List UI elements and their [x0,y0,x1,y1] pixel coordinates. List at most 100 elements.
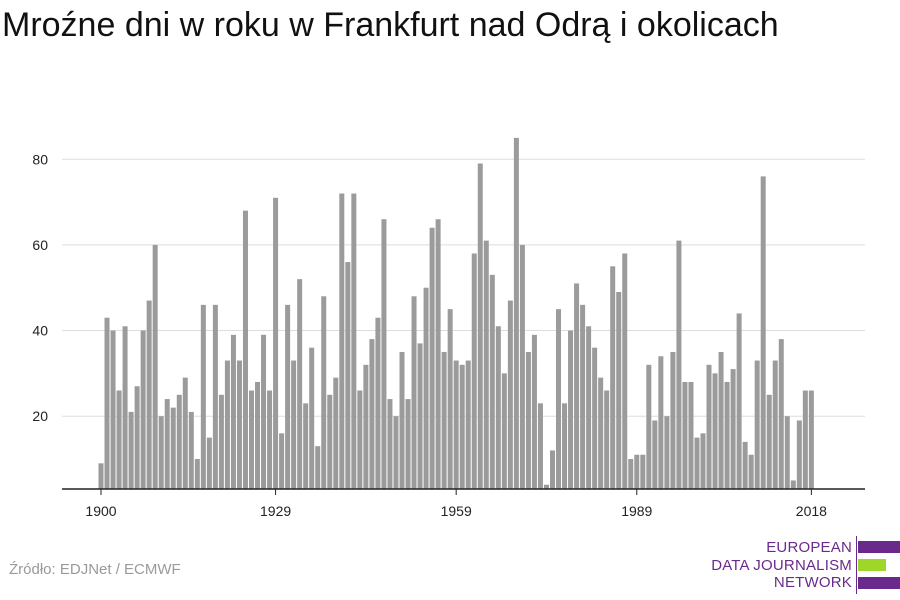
logo-bar-bottom [858,577,900,589]
bar-2003 [718,351,724,489]
bar-1931 [285,304,291,489]
bar-1948 [387,399,393,489]
bar-2000 [700,433,706,489]
bar-1974 [543,484,549,489]
y-tick-label-20: 20 [32,408,48,424]
bar-2016 [796,420,802,489]
bar-2017 [802,390,808,489]
bar-1951 [405,399,411,489]
bar-2002 [712,373,718,489]
bar-1926 [255,381,261,489]
bar-1987 [622,253,628,489]
bar-1962 [471,253,477,489]
bar-1949 [393,416,399,489]
bar-2009 [754,360,760,489]
x-axis-ticks: 1900 1929 1959 1989 2018 [85,489,827,519]
bar-1977 [562,403,568,489]
bar-1944 [363,364,369,489]
bar-1969 [513,137,519,489]
bar-1922 [230,334,236,489]
chart-title: Mroźne dni w roku w Frankfurt nad Odrą i… [2,6,779,44]
bar-2015 [790,480,796,489]
bar-1932 [291,360,297,489]
bar-1968 [507,300,513,489]
bar-1966 [495,326,501,489]
bar-1981 [586,326,592,489]
bar-1954 [423,287,429,489]
bar-2006 [736,313,742,489]
bar-1924 [242,210,248,489]
bars [98,137,814,490]
bar-1995 [670,351,676,489]
bar-1976 [556,309,562,489]
bar-1942 [351,193,357,489]
bar-1925 [249,390,254,489]
bar-1999 [694,437,700,489]
y-tick-label-80: 80 [32,151,48,167]
bar-1936 [315,446,321,489]
bar-1911 [164,399,170,489]
bar-1956 [435,219,441,489]
x-tick-label-1989: 1989 [621,503,652,519]
bar-1939 [333,377,339,489]
source-note: Źródło: EDJNet / ECMWF [9,561,181,578]
bar-1965 [489,274,495,489]
bar-1928 [267,390,273,489]
bar-1921 [224,360,230,489]
bar-1957 [441,351,447,489]
bar-1914 [182,377,188,489]
bar-1998 [688,381,694,489]
bar-1930 [279,433,285,489]
bar-1908 [146,300,152,489]
bar-1975 [550,450,555,489]
logo-bar-middle [858,559,886,571]
bar-1989 [634,454,640,489]
bar-1973 [537,403,543,489]
y-axis-ticks: 20 40 60 80 [32,151,48,424]
bar-1988 [628,459,634,489]
bar-2008 [748,454,754,489]
bar-2011 [766,394,772,489]
bar-1941 [345,262,351,489]
bar-2013 [778,339,784,489]
bar-1979 [574,283,580,489]
logo-separator [856,536,857,594]
bar-1946 [375,317,381,489]
bar-1970 [519,244,525,489]
bar-1940 [339,193,345,489]
bar-1993 [658,356,664,489]
bar-1927 [261,334,267,489]
bar-1990 [640,454,646,489]
bar-1980 [580,304,586,489]
logo-text: EUROPEAN DATA JOURNALISM NETWORK [711,539,852,592]
bar-1953 [417,343,423,489]
bar-1959 [453,360,459,489]
bar-2007 [742,441,748,489]
logo-line-network: NETWORK [773,574,852,591]
bar-1929 [273,197,279,490]
bar-2004 [724,381,730,489]
bar-1960 [459,364,465,489]
bar-1950 [399,351,405,489]
bar-1912 [170,407,176,489]
x-tick-label-1900: 1900 [85,503,116,519]
bar-1907 [140,330,146,489]
bar-1900 [98,463,104,489]
bar-1918 [206,437,212,489]
bar-1983 [598,377,604,489]
bar-1986 [616,292,622,489]
bar-1984 [604,390,610,489]
bar-2010 [760,176,766,489]
bar-1915 [188,411,194,489]
y-tick-label-60: 60 [32,237,48,253]
bar-1935 [309,347,315,489]
bar-1955 [429,227,435,489]
bar-1934 [303,403,309,489]
bar-1917 [200,304,206,489]
edjnet-logo[interactable]: EUROPEAN DATA JOURNALISM NETWORK [700,536,900,594]
bar-1901 [104,317,110,489]
bar-1971 [525,351,531,489]
bar-1985 [610,266,616,489]
bar-1920 [218,394,224,489]
